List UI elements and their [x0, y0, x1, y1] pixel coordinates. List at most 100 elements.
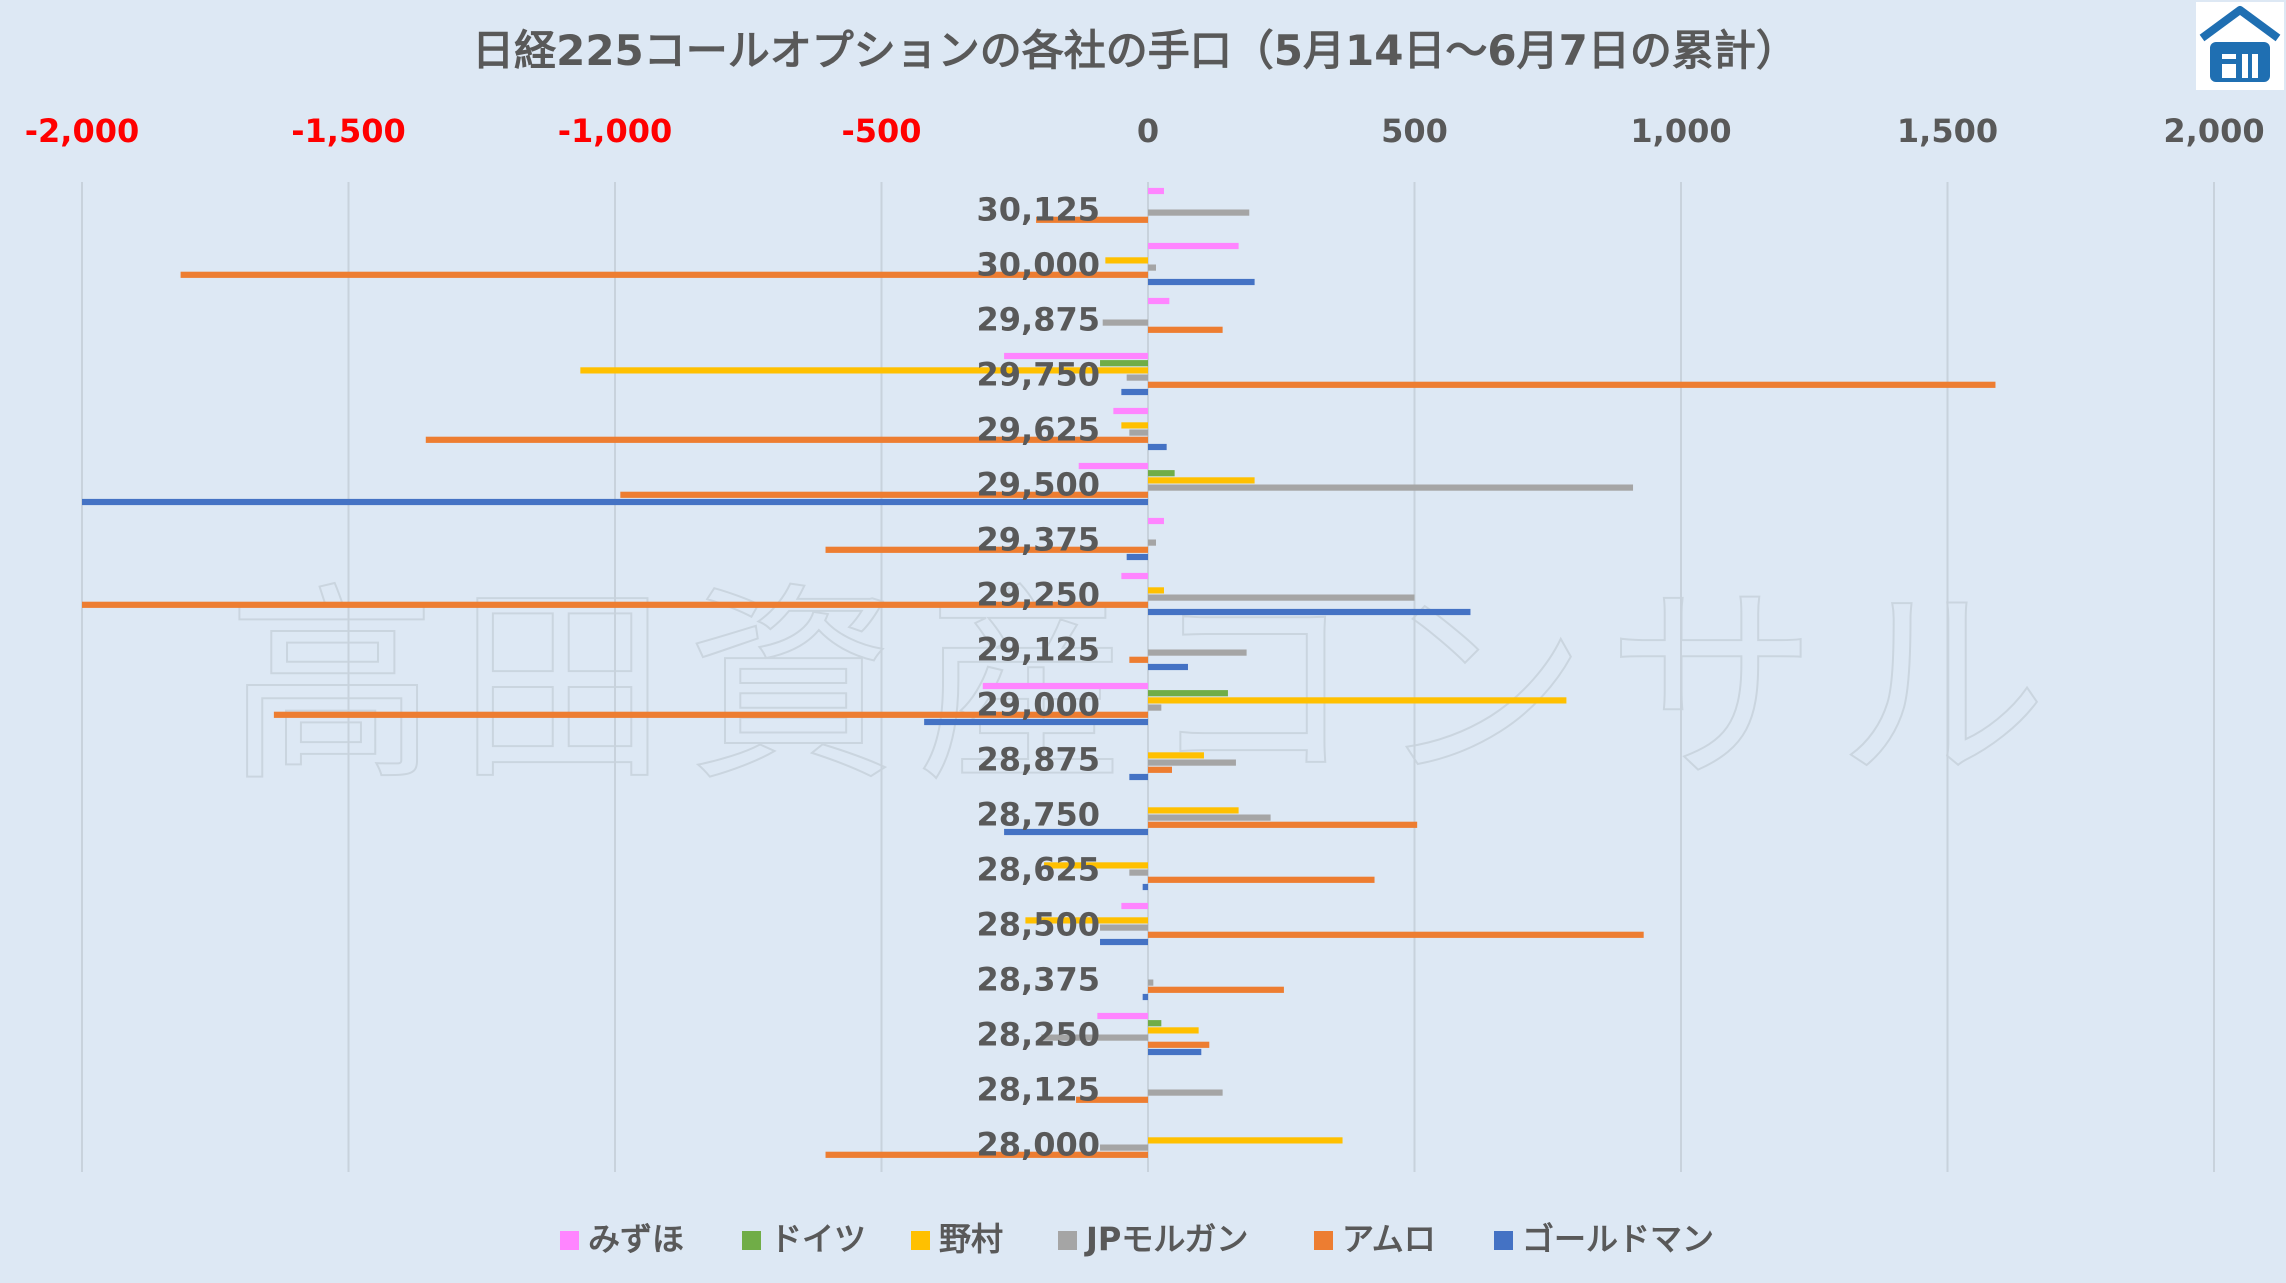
legend-label: ドイツ [770, 1220, 866, 1258]
x-tick-label: -2,000 [25, 112, 140, 150]
bar [1100, 938, 1148, 946]
x-tick-label: -500 [841, 112, 921, 150]
category-label: 30,125 [977, 191, 1100, 229]
bar [924, 718, 1148, 726]
bar [1129, 429, 1148, 436]
bar [1041, 1034, 1148, 1041]
bar [1148, 759, 1236, 766]
bar [1148, 470, 1175, 477]
category-label: 28,750 [977, 796, 1100, 834]
bar [1097, 1012, 1148, 1020]
bar [1102, 319, 1148, 326]
bar [273, 711, 1148, 718]
x-tick-label: -1,500 [291, 112, 406, 150]
bar [1148, 539, 1156, 546]
bar [82, 601, 1148, 608]
legend-swatch [560, 1231, 579, 1250]
legend-swatch [1314, 1231, 1333, 1250]
bar [1126, 553, 1148, 561]
bar [1148, 663, 1188, 671]
bar [1036, 216, 1148, 223]
legend-label: みずほ [588, 1220, 684, 1258]
bar [1148, 187, 1164, 195]
category-label: 29,000 [977, 686, 1100, 724]
bar [1142, 883, 1148, 891]
bar [1148, 297, 1170, 305]
value-axis-labels: -2,000 -1,500 -1,000 -500 0 500 1,000 1,500 2,00… [25, 112, 2265, 150]
bar [1148, 1020, 1162, 1027]
bar [425, 436, 1148, 443]
category-label: 29,125 [977, 631, 1100, 669]
bar [1148, 594, 1415, 601]
x-tick-label: 0 [1137, 112, 1159, 150]
category-label: 28,375 [977, 961, 1100, 999]
bar [1148, 752, 1204, 759]
bar [982, 682, 1148, 690]
category-label: 30,000 [977, 246, 1100, 284]
house-roof-icon [2199, 6, 2281, 82]
bar [1129, 869, 1148, 876]
bar [1148, 876, 1375, 883]
legend-label: ゴールドマン [1522, 1220, 1714, 1258]
bar [1100, 360, 1148, 367]
x-tick-label: 2,000 [2163, 112, 2264, 150]
bar [1148, 443, 1167, 451]
category-label: 29,250 [977, 576, 1100, 614]
bar [1126, 374, 1148, 381]
bar [1129, 773, 1148, 781]
x-tick-label: 1,500 [1897, 112, 1998, 150]
category-label: 28,875 [977, 741, 1100, 779]
bar [1121, 388, 1148, 396]
bar [1148, 821, 1418, 828]
bar [1148, 1027, 1199, 1034]
bar [1148, 979, 1154, 986]
legend: みずほ ドイツ 野村 JPモルガン アムロ ゴールドマン [560, 1220, 1714, 1258]
legend-swatch [1058, 1231, 1077, 1250]
bar [1148, 264, 1156, 271]
bar [1148, 690, 1228, 697]
bar [1148, 477, 1255, 484]
bar [1148, 608, 1471, 616]
bar [1148, 704, 1162, 711]
category-labels: 30,125 30,000 29,875 29,750 29,625 29,500 29,3… [977, 191, 1100, 1164]
category-label: 28,500 [977, 906, 1100, 944]
bar [1148, 1089, 1223, 1096]
bar [1129, 656, 1148, 663]
bar [1148, 649, 1247, 656]
legend-swatch [911, 1231, 930, 1250]
logo [2196, 2, 2284, 90]
bar [1025, 917, 1148, 924]
bars [82, 187, 1996, 1158]
bar [1148, 807, 1239, 814]
bar [1148, 278, 1255, 286]
bar [1078, 462, 1148, 470]
bar [1148, 1041, 1210, 1048]
category-label: 28,000 [977, 1126, 1100, 1164]
bar [1148, 1137, 1343, 1144]
legend-label: 野村 [939, 1220, 1003, 1258]
bar [1148, 814, 1271, 821]
bar [1121, 422, 1148, 429]
bar [1121, 902, 1148, 910]
bar [1148, 697, 1567, 704]
bar [580, 367, 1148, 374]
bar [1148, 766, 1172, 773]
bar [180, 271, 1149, 278]
x-tick-label: 1,000 [1630, 112, 1731, 150]
bar [825, 1151, 1148, 1158]
bar [1148, 209, 1250, 216]
x-tick-label: 500 [1381, 112, 1448, 150]
bar [1148, 326, 1223, 333]
bar [1148, 1048, 1202, 1056]
category-label: 28,625 [977, 851, 1100, 889]
bar [1142, 993, 1148, 1001]
bar [1148, 986, 1284, 993]
bar [620, 491, 1148, 498]
bar [1148, 484, 1634, 491]
chart-title: 日経225コールオプションの各社の手口（5月14日～6月7日の累計） [472, 26, 1798, 75]
legend-label: アムロ [1342, 1220, 1436, 1258]
bar [1113, 407, 1148, 415]
legend-swatch [742, 1231, 761, 1250]
bar [1105, 257, 1148, 264]
